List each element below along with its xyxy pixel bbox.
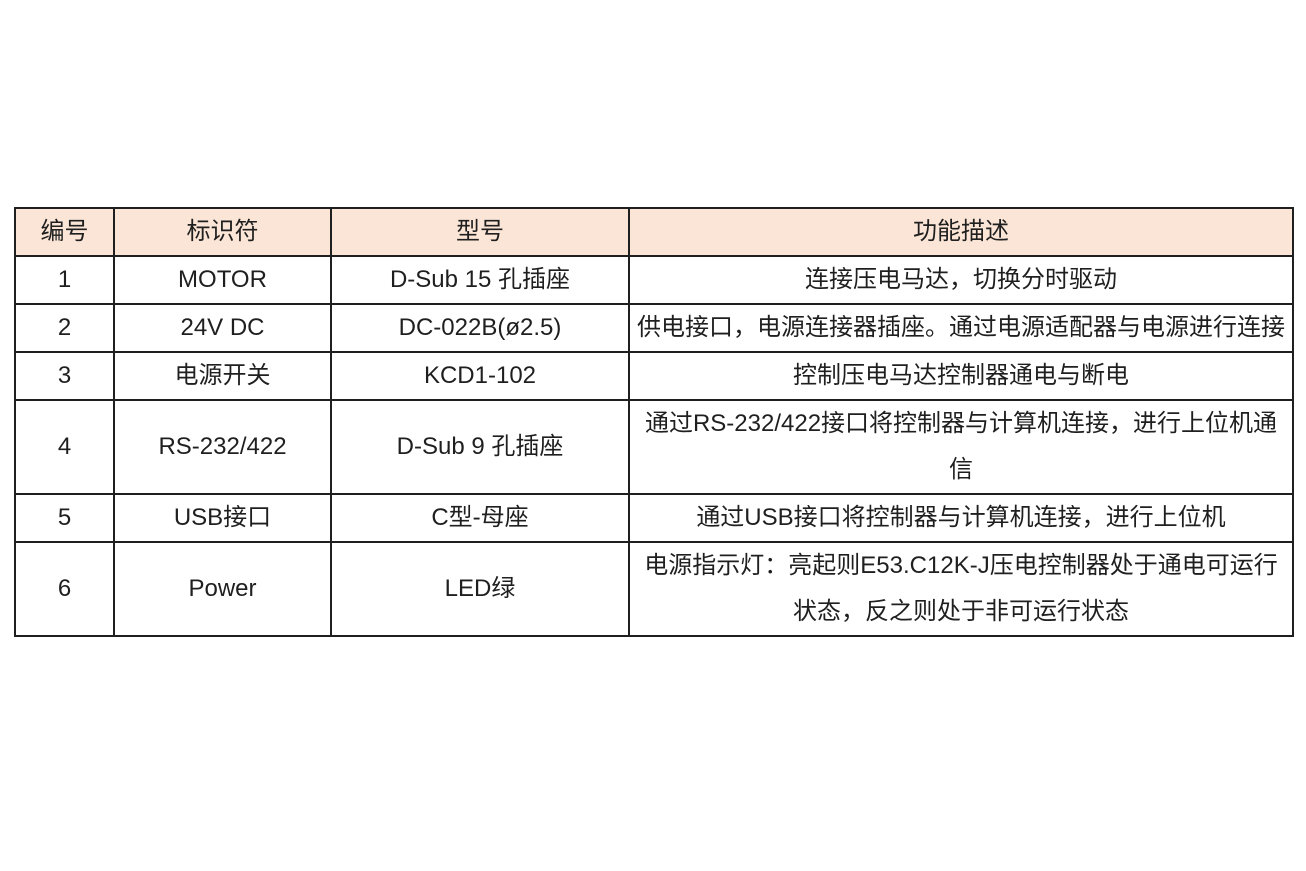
cell-description: 通过USB接口将控制器与计算机连接，进行上位机 [628,493,1294,543]
cell-id: 2 [14,303,115,353]
cell-id: 4 [14,399,115,495]
cell-identifier: 24V DC [113,303,332,353]
cell-model: KCD1-102 [330,351,630,401]
table-header: 编号 标识符 型号 功能描述 [14,207,1294,257]
table-row: 4 RS-232/422 D-Sub 9 孔插座 通过RS-232/422接口将控制器… [14,399,1294,495]
header-row: 编号 标识符 型号 功能描述 [14,207,1294,257]
cell-identifier: 电源开关 [113,351,332,401]
header-cell-identifier: 标识符 [113,207,332,257]
cell-description: 控制压电马达控制器通电与断电 [628,351,1294,401]
header-cell-description: 功能描述 [628,207,1294,257]
cell-description: 电源指示灯：亮起则E53.C12K-J压电控制器处于通电可运行状态，反之则处于非… [628,541,1294,637]
cell-id: 1 [14,255,115,305]
cell-id: 6 [14,541,115,637]
table-row: 1 MOTOR D-Sub 15 孔插座 连接压电马达，切换分时驱动 [14,255,1294,305]
cell-description: 供电接口，电源连接器插座。通过电源适配器与电源进行连接 [628,303,1294,353]
table-row: 3 电源开关 KCD1-102 控制压电马达控制器通电与断电 [14,351,1294,401]
cell-identifier: MOTOR [113,255,332,305]
table-row: 5 USB接口 C型-母座 通过USB接口将控制器与计算机连接，进行上位机 [14,493,1294,543]
table-body: 1 MOTOR D-Sub 15 孔插座 连接压电马达，切换分时驱动 2 24V DC DC… [14,255,1294,637]
cell-model: C型-母座 [330,493,630,543]
table-row: 6 Power LED绿 电源指示灯：亮起则E53.C12K-J压电控制器处于通电可运… [14,541,1294,637]
cell-model: LED绿 [330,541,630,637]
header-cell-model: 型号 [330,207,630,257]
controller-interface-spec-table: 编号 标识符 型号 功能描述 1 MOTOR D-Sub 15 孔插座 连接压电马达，… [14,207,1294,637]
cell-description: 连接压电马达，切换分时驱动 [628,255,1294,305]
cell-identifier: RS-232/422 [113,399,332,495]
cell-id: 3 [14,351,115,401]
cell-description: 通过RS-232/422接口将控制器与计算机连接，进行上位机通信 [628,399,1294,495]
cell-id: 5 [14,493,115,543]
cell-identifier: USB接口 [113,493,332,543]
table-row: 2 24V DC DC-022B(ø2.5) 供电接口，电源连接器插座。通过电源适配器… [14,303,1294,353]
header-cell-id: 编号 [14,207,115,257]
cell-model: D-Sub 15 孔插座 [330,255,630,305]
cell-model: DC-022B(ø2.5) [330,303,630,353]
cell-identifier: Power [113,541,332,637]
cell-model: D-Sub 9 孔插座 [330,399,630,495]
